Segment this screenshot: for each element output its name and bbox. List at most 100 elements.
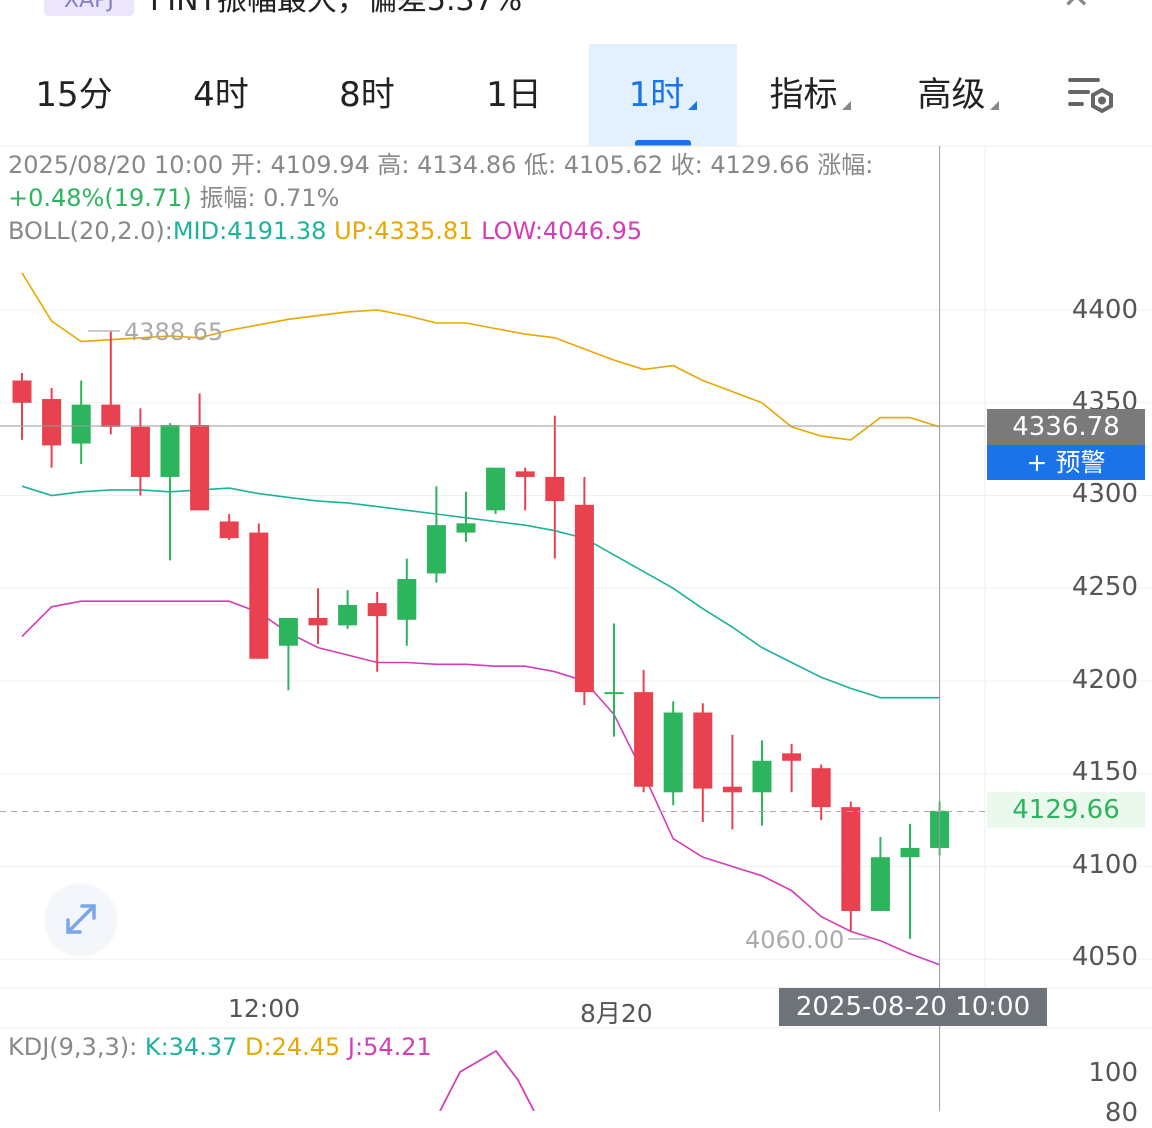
bollinger-bands — [21, 272, 940, 966]
boll-lower-line — [21, 600, 940, 966]
interval-tabs: 15分 4时 8时 1日 1时 指标 高级 — [0, 44, 1152, 146]
open-label: 开: — [230, 151, 263, 179]
tab-label: 1时 — [628, 75, 685, 115]
candle-body — [900, 847, 920, 858]
candle-body — [130, 426, 150, 477]
candle-body — [426, 525, 446, 574]
ohlc-line-1: 2025/08/20 10:00 开: 4109.94 高: 4134.86 低… — [8, 150, 873, 180]
candle-body — [278, 617, 298, 646]
candle-body — [101, 404, 121, 427]
candle-body — [456, 523, 476, 533]
candle-body — [545, 476, 565, 502]
open-value: 4109.94 — [270, 151, 370, 179]
high-marker: 4388.65 — [124, 318, 224, 346]
title-bar: XAPJ FINT振幅最大，偏差5.37% ✕ — [0, 0, 1152, 44]
boll-label: BOLL(20,2.0): — [8, 217, 173, 245]
candle-body — [71, 404, 91, 444]
candle-body — [12, 380, 32, 403]
low-marker: 4060.00 — [745, 926, 845, 954]
candle-body — [338, 604, 358, 626]
candle-body — [160, 425, 180, 477]
change-value: +0.48%(19.71) — [8, 184, 192, 212]
tab-indicators[interactable]: 指标 — [737, 44, 883, 146]
candle-body — [249, 532, 269, 659]
tab-15min[interactable]: 15分 — [0, 44, 148, 146]
candle-body — [515, 471, 535, 477]
amplitude-value: 0.71% — [263, 184, 340, 212]
candle-body — [722, 786, 742, 793]
price-axis-label: 4150 — [1071, 757, 1138, 787]
candle-datetime: 2025/08/20 10:00 — [8, 151, 224, 179]
boll-mid-value: MID:4191.38 — [172, 217, 327, 245]
candle-body — [190, 425, 210, 511]
crosshair — [0, 146, 985, 1111]
price-axis-label: 4250 — [1071, 572, 1138, 602]
boll-legend: BOLL(20,2.0):MID:4191.38 UP:4335.81 LOW:… — [8, 216, 642, 246]
price-axis-label: 4400 — [1071, 295, 1138, 325]
kdj-axis-label: 100 — [1088, 1058, 1138, 1088]
tab-4h[interactable]: 4时 — [148, 44, 294, 146]
amplitude-label: 振幅: — [199, 184, 256, 212]
candle-body — [397, 578, 417, 620]
candle-body — [841, 807, 861, 912]
candle-body — [752, 760, 772, 793]
candle-body — [367, 603, 387, 617]
close-value: 4129.66 — [710, 151, 810, 179]
kdj-j-line — [439, 1049, 535, 1111]
boll-upper-line — [21, 272, 940, 441]
dropdown-triangle-icon — [989, 101, 999, 110]
price-axis-label: 4200 — [1071, 665, 1138, 695]
kdj-axis-label: 80 — [1104, 1098, 1138, 1128]
candle-body — [634, 692, 654, 787]
tab-8h[interactable]: 8时 — [294, 44, 440, 146]
low-value: 4105.62 — [563, 151, 663, 179]
candle-body — [574, 504, 594, 693]
add-alert-button[interactable]: + 预警 — [987, 445, 1145, 480]
notification-title: FINT振幅最大，偏差5.37% — [150, 0, 523, 18]
active-tab-indicator — [635, 140, 691, 146]
kdj-legend: KDJ(9,3,3): K:34.37 D:24.45 J:54.21 — [8, 1032, 432, 1062]
kdj-d-value: D:24.45 — [245, 1033, 341, 1061]
candles — [12, 330, 950, 939]
tab-label: 指标 — [769, 75, 838, 115]
expand-icon[interactable] — [46, 884, 116, 954]
candle-body — [219, 521, 239, 539]
tab-advanced[interactable]: 高级 — [883, 44, 1033, 146]
last-price-label: 4129.66 — [987, 792, 1145, 828]
boll-low-value: LOW:4046.95 — [481, 217, 643, 245]
candle-body — [693, 712, 713, 789]
tab-label: 高级 — [917, 75, 986, 115]
candle-body — [811, 768, 831, 808]
time-axis-label: 8月20 — [580, 999, 653, 1028]
crosshair-price-label: 4336.78 — [987, 409, 1145, 445]
tab-label: 1日 — [486, 75, 542, 115]
candle-body — [870, 857, 890, 912]
dropdown-triangle-icon — [688, 101, 698, 110]
candle-body — [42, 399, 62, 446]
candle-body — [604, 692, 624, 695]
tab-label: 8时 — [339, 75, 395, 115]
kdj-j-value: J:54.21 — [347, 1033, 432, 1061]
boll-mid-line — [21, 485, 940, 699]
tab-1d[interactable]: 1日 — [440, 44, 588, 146]
boll-up-value: UP:4335.81 — [334, 217, 474, 245]
candle-body — [486, 467, 506, 511]
tab-label: 15分 — [35, 75, 113, 115]
price-axis-label: 4300 — [1071, 479, 1138, 509]
close-label: 收: — [670, 151, 703, 179]
change-label: 涨幅: — [817, 151, 874, 179]
price-axis-label: 4100 — [1071, 850, 1138, 880]
close-icon[interactable]: ✕ — [1062, 0, 1091, 14]
candle-body — [308, 617, 328, 626]
tab-label: 4时 — [193, 75, 249, 115]
high-value: 4134.86 — [417, 151, 517, 179]
chart-settings-icon[interactable] — [1062, 70, 1122, 122]
price-axis-label: 4050 — [1071, 942, 1138, 972]
tab-1h[interactable]: 1时 — [589, 44, 737, 146]
high-label: 高: — [377, 151, 410, 179]
candle-body — [663, 712, 683, 793]
chart-grid — [0, 145, 1152, 1029]
dropdown-triangle-icon — [841, 101, 851, 110]
ohlc-line-2: +0.48%(19.71) 振幅: 0.71% — [8, 183, 339, 213]
